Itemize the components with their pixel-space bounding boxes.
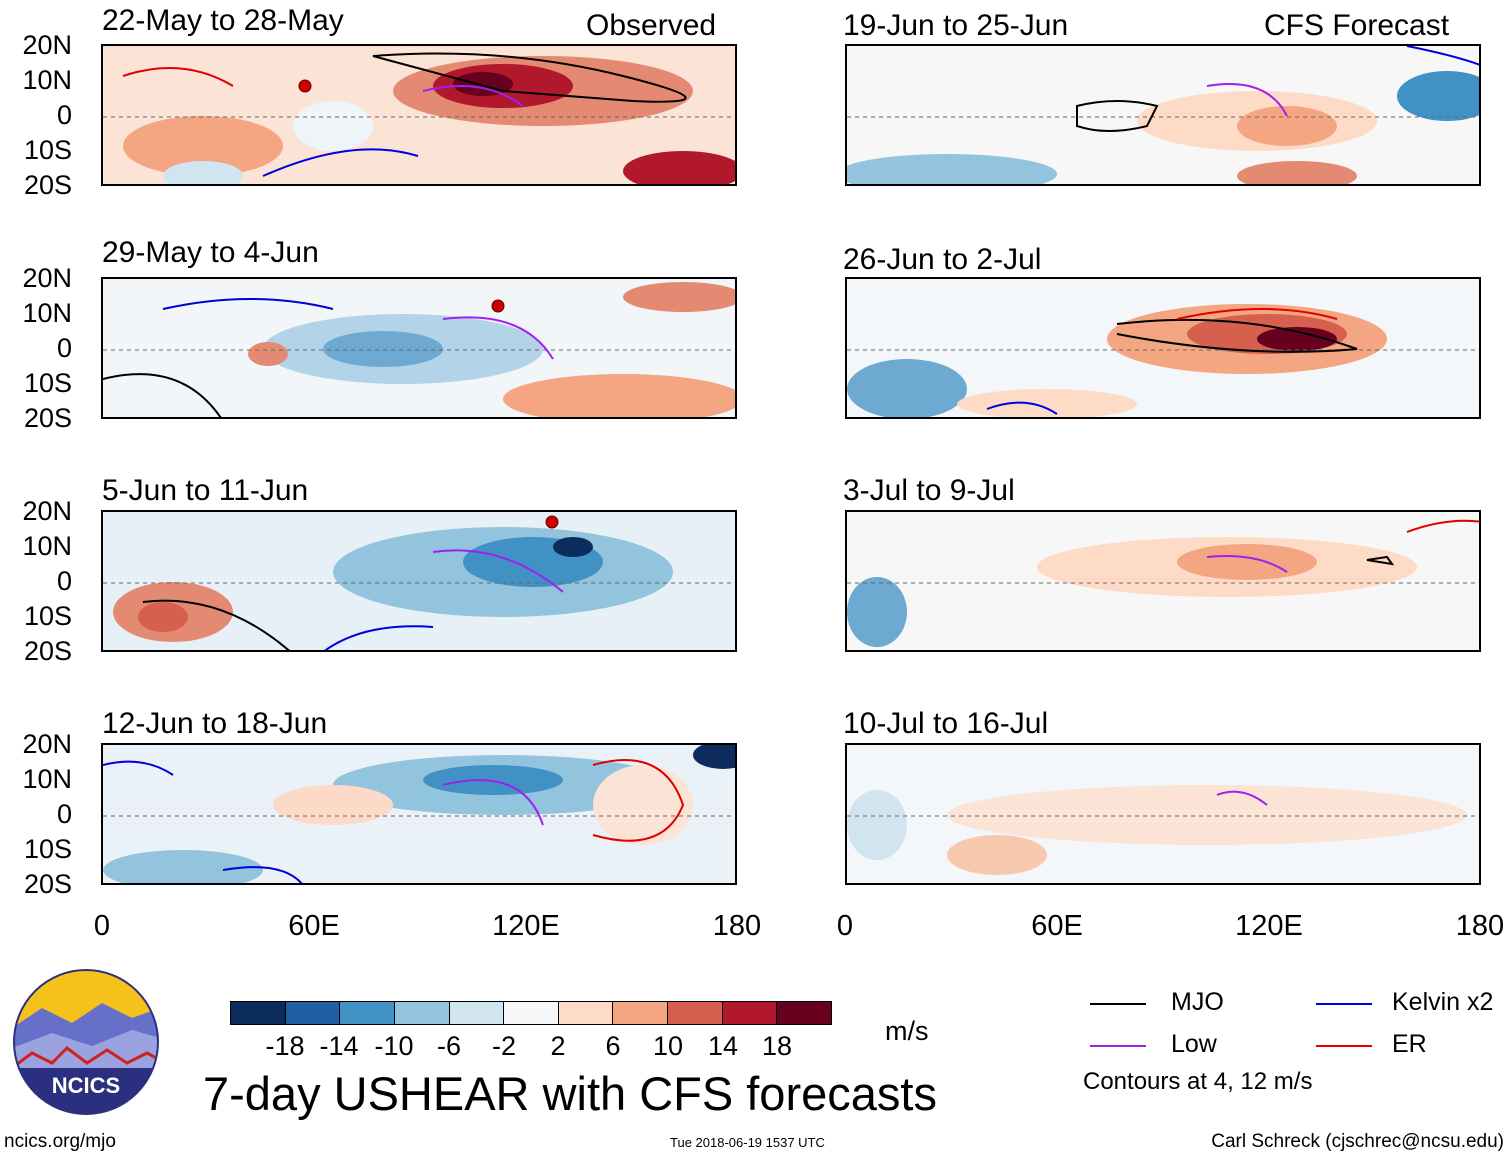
colorbar-tick: 18 — [761, 1031, 793, 1061]
lon-label-180: 180 — [1455, 910, 1505, 942]
forecast-label: CFS Forecast — [1264, 9, 1450, 42]
map-panel-fcst-3 — [845, 510, 1481, 652]
colorbar-swatch — [231, 1002, 285, 1024]
lat-label-0: 0 — [56, 799, 72, 829]
lat-label-10n: 10N — [22, 531, 72, 561]
shear-field-map — [103, 279, 735, 417]
colorbar-tick: -6 — [436, 1031, 461, 1061]
lat-label-0: 0 — [56, 100, 72, 130]
lon-label-60e: 60E — [1031, 910, 1083, 942]
website-link[interactable]: ncics.org/mjo — [4, 1131, 116, 1152]
lat-label-20s: 20S — [23, 636, 72, 666]
colorbar-swatch — [284, 1002, 340, 1024]
lat-label-20s: 20S — [23, 170, 72, 200]
panel-title-obs-4: 12-Jun to 18-Jun — [102, 707, 328, 740]
lat-label-10s: 10S — [23, 601, 72, 631]
lon-label-0: 0 — [93, 910, 111, 942]
colorbar-swatch — [612, 1002, 668, 1024]
legend-line-low — [1090, 1045, 1146, 1047]
panel-title-obs-1: 22-May to 28-May — [102, 4, 344, 37]
lat-label-20s: 20S — [23, 403, 72, 433]
colorbar-tick: -10 — [374, 1031, 414, 1061]
colorbar-tick: -14 — [319, 1031, 359, 1061]
credit: Carl Schreck (cjschrec@ncsu.edu) — [1211, 1131, 1504, 1152]
colorbar-tick: 14 — [707, 1031, 739, 1061]
panel-title-obs-3: 5-Jun to 11-Jun — [102, 474, 309, 507]
timestamp: Tue 2018-06-19 1537 UTC — [670, 1135, 825, 1150]
panel-title-fcst-1: 19-Jun to 25-Jun — [843, 9, 1069, 42]
colorbar-swatch — [667, 1002, 722, 1024]
legend-note: Contours at 4, 12 m/s — [1083, 1068, 1313, 1095]
panel-title-obs-2: 29-May to 4-Jun — [102, 236, 319, 269]
lat-label-10s: 10S — [23, 368, 72, 398]
legend-label-low: Low — [1171, 1030, 1217, 1058]
main-title: 7-day USHEAR with CFS forecasts — [203, 1067, 937, 1120]
lon-label-0: 0 — [836, 910, 854, 942]
lat-label-10n: 10N — [22, 298, 72, 328]
colorbar-swatch — [448, 1002, 504, 1024]
storm-marker-icon — [545, 515, 559, 529]
lat-label-20s: 20S — [23, 869, 72, 899]
map-panel-obs-1 — [101, 44, 737, 186]
shear-field-map — [103, 512, 735, 650]
lat-label-0: 0 — [56, 333, 72, 363]
shear-field-map — [847, 279, 1479, 417]
map-panel-fcst-4 — [845, 743, 1481, 885]
lat-label-20n: 20N — [22, 496, 72, 526]
lon-label-120e: 120E — [492, 910, 560, 942]
observed-label: Observed — [586, 9, 717, 42]
colorbar-tick: 6 — [605, 1031, 621, 1061]
lat-label-0: 0 — [56, 566, 72, 596]
lon-label-120e: 120E — [1235, 910, 1303, 942]
logo-text: NCICS — [52, 1073, 120, 1098]
lat-label-10n: 10N — [22, 764, 72, 794]
storm-marker-icon — [298, 79, 312, 93]
legend-line-er — [1316, 1045, 1372, 1047]
legend-line-kelvin — [1316, 1003, 1372, 1005]
map-panel-obs-2 — [101, 277, 737, 419]
lat-label-10s: 10S — [23, 834, 72, 864]
legend-line-mjo — [1090, 1003, 1146, 1005]
panel-title-fcst-2: 26-Jun to 2-Jul — [843, 243, 1042, 276]
colorbar-tick: -2 — [491, 1031, 516, 1061]
colorbar-swatch — [557, 1002, 613, 1024]
storm-marker-icon — [491, 299, 505, 313]
shear-field-map — [847, 512, 1479, 650]
shear-field-map — [847, 46, 1479, 184]
lon-label-180: 180 — [712, 910, 762, 942]
shear-field-map — [847, 745, 1479, 883]
lat-label-20n: 20N — [22, 30, 72, 60]
shear-field-map — [103, 745, 735, 883]
colorbar-tick: 2 — [550, 1031, 566, 1061]
lat-label-20n: 20N — [22, 729, 72, 759]
shear-field-map — [103, 46, 735, 184]
legend-label-kelvin: Kelvin x2 — [1392, 988, 1494, 1016]
lon-label-60e: 60E — [288, 910, 340, 942]
legend-label-mjo: MJO — [1171, 988, 1224, 1016]
colorbar — [230, 1001, 832, 1025]
map-panel-obs-3 — [101, 510, 737, 652]
ncics-logo: NCICS — [13, 969, 159, 1115]
colorbar-unit: m/s — [885, 1016, 929, 1046]
map-panel-obs-4 — [101, 743, 737, 885]
panel-title-fcst-3: 3-Jul to 9-Jul — [843, 474, 1015, 507]
lat-label-10n: 10N — [22, 65, 72, 95]
map-panel-fcst-1 — [845, 44, 1481, 186]
colorbar-swatch — [503, 1002, 558, 1024]
colorbar-tick: -18 — [265, 1031, 305, 1061]
lat-label-20n: 20N — [22, 263, 72, 293]
colorbar-swatch — [339, 1002, 394, 1024]
panel-title-fcst-4: 10-Jul to 16-Jul — [843, 707, 1049, 740]
colorbar-swatch — [776, 1002, 832, 1024]
map-panel-fcst-2 — [845, 277, 1481, 419]
lat-label-10s: 10S — [23, 135, 72, 165]
colorbar-tick: 10 — [652, 1031, 684, 1061]
legend-label-er: ER — [1392, 1030, 1427, 1058]
colorbar-swatch — [721, 1002, 777, 1024]
colorbar-swatch — [393, 1002, 449, 1024]
